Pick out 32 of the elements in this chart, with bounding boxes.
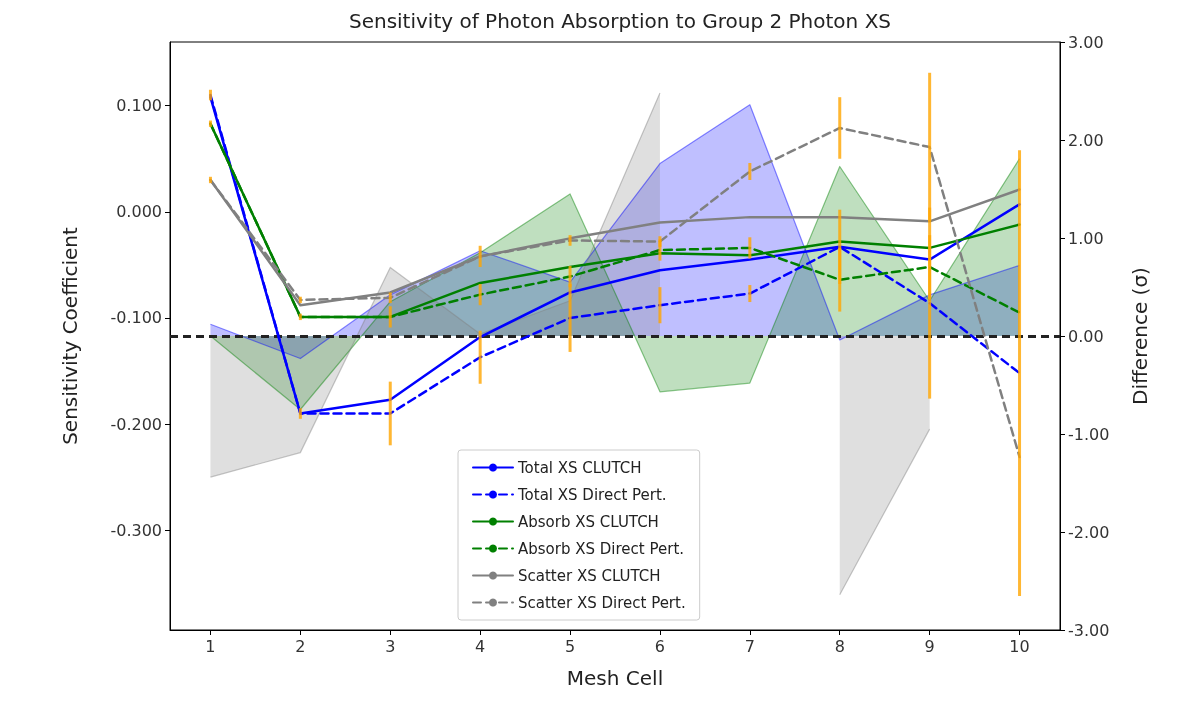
- x-tick-label: 5: [564, 636, 576, 656]
- y-tick-label: 0.100: [116, 96, 162, 116]
- y-tick-label: 0.000: [116, 202, 162, 222]
- legend-label: Absorb XS CLUTCH: [518, 512, 659, 531]
- y-axis-title: Sensitivity Coefficient: [58, 227, 82, 445]
- y2-tick-label: 3.00: [1068, 32, 1104, 52]
- y2-tick-label: 0.00: [1068, 326, 1104, 346]
- x-tick-label: 2: [295, 636, 306, 656]
- y2-tick-label: -1.00: [1068, 424, 1110, 444]
- y-tick-label: -0.100: [110, 308, 162, 328]
- y2-tick-label: 2.00: [1068, 130, 1104, 150]
- legend-label: Absorb XS Direct Pert.: [518, 539, 685, 558]
- x-tick-label: 6: [654, 636, 666, 656]
- chart-title: Sensitivity of Photon Absorption to Group 2 Photon XS: [348, 9, 892, 33]
- legend-label: Total XS CLUTCH: [517, 458, 642, 477]
- legend-label: Scatter XS CLUTCH: [518, 566, 661, 585]
- x-axis-title: Mesh Cell: [566, 666, 664, 690]
- y2-axis-title: Difference (σ): [1128, 267, 1152, 405]
- x-tick-label: 4: [475, 636, 486, 656]
- legend-label: Scatter XS Direct Pert.: [518, 593, 686, 612]
- y-tick-label: -0.300: [110, 520, 162, 540]
- x-tick-label: 3: [385, 636, 396, 656]
- y2-tick-label: 1.00: [1068, 228, 1104, 248]
- x-tick-label: 10: [1009, 636, 1030, 656]
- x-tick-label: 8: [834, 636, 845, 656]
- legend-label: Total XS Direct Pert.: [517, 485, 667, 504]
- y2-tick-label: -2.00: [1068, 522, 1110, 542]
- y2-tick-label: -3.00: [1068, 620, 1110, 640]
- x-tick-label: 7: [744, 636, 755, 656]
- y-tick-label: -0.200: [110, 414, 162, 434]
- x-tick-label: 1: [205, 636, 216, 656]
- x-tick-label: 9: [924, 636, 935, 656]
